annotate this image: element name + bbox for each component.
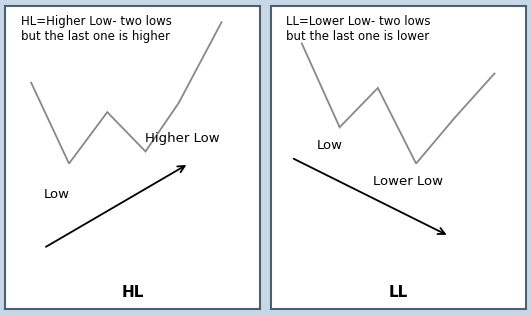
- Text: Lower Low: Lower Low: [373, 175, 443, 188]
- Text: Low: Low: [44, 188, 70, 201]
- Text: HL: HL: [122, 285, 144, 300]
- Text: LL=Lower Low- two lows
but the last one is lower: LL=Lower Low- two lows but the last one …: [286, 15, 431, 43]
- Text: HL=Higher Low- two lows
but the last one is higher: HL=Higher Low- two lows but the last one…: [21, 15, 172, 43]
- Text: LL: LL: [389, 285, 408, 300]
- Text: Higher Low: Higher Low: [145, 132, 220, 146]
- Text: Low: Low: [316, 139, 342, 152]
